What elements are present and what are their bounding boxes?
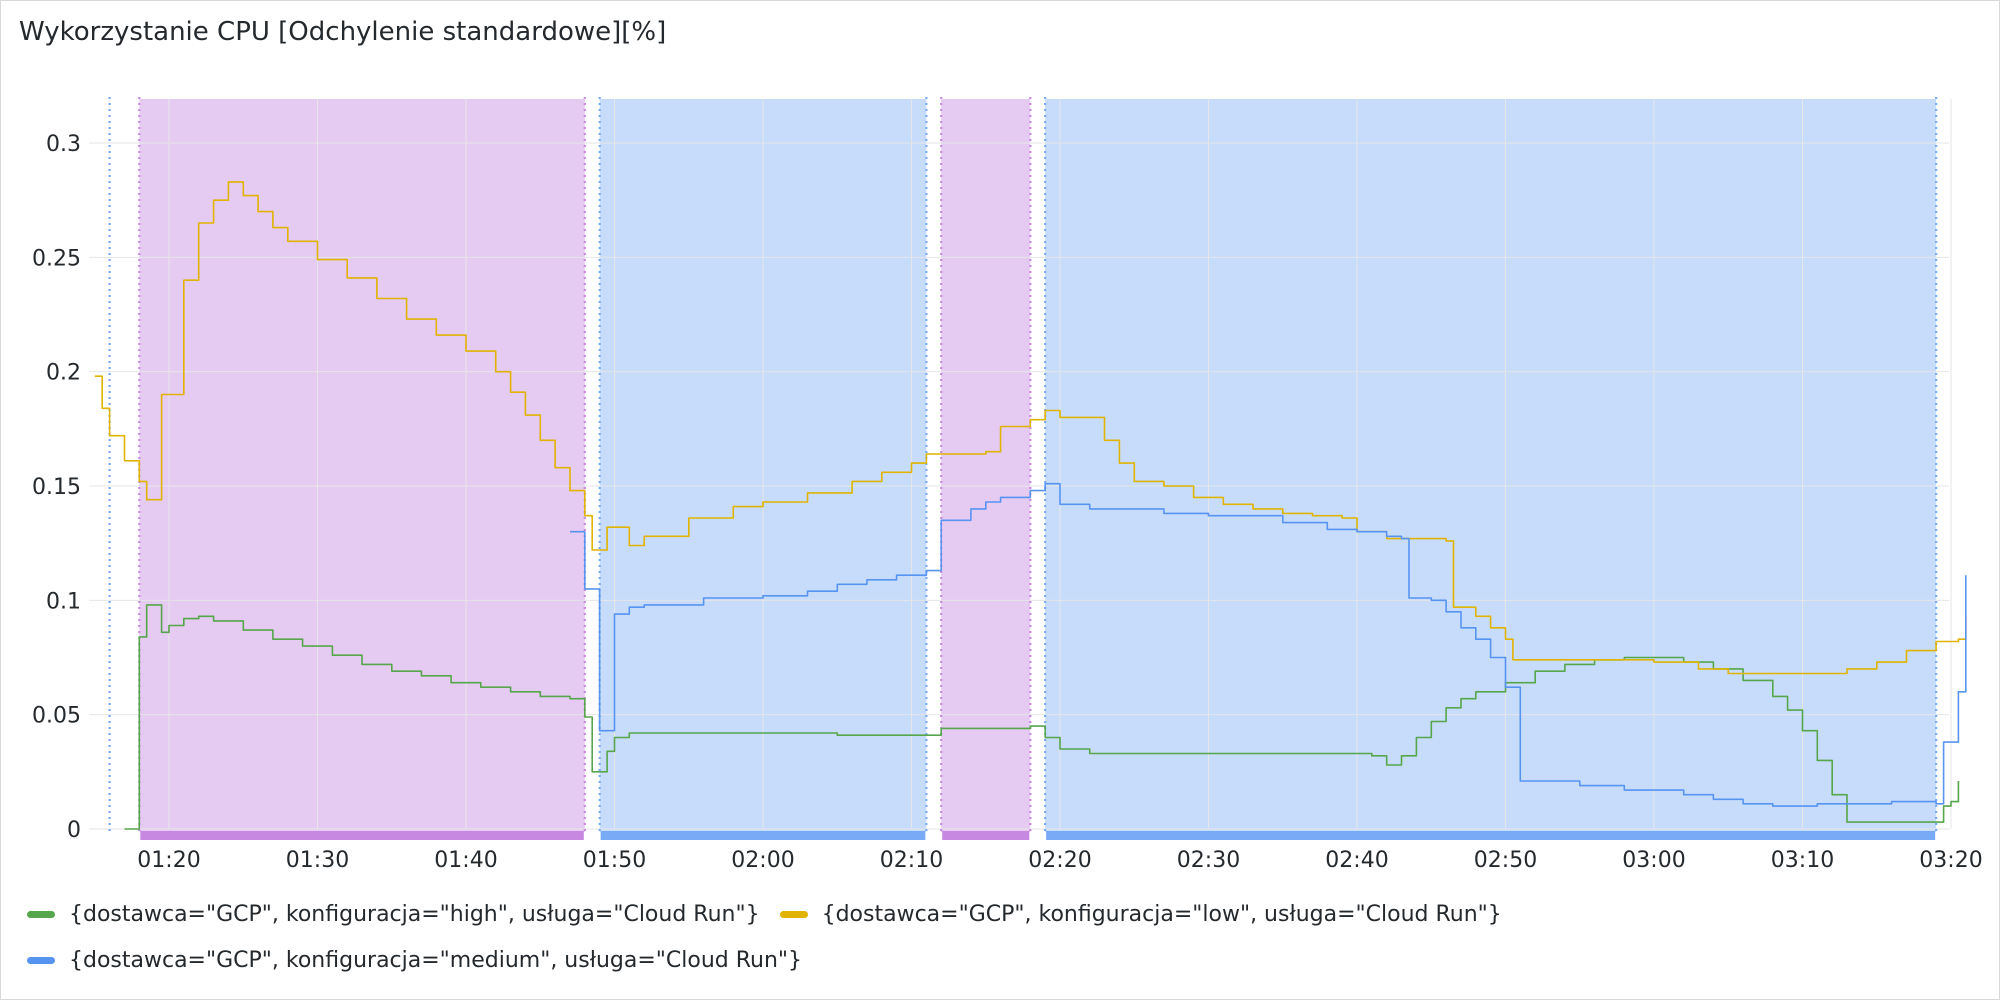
legend-item-high[interactable]: {dostawca="GCP", konfiguracja="high", us…: [27, 902, 760, 927]
time-series-chart[interactable]: 00.050.10.150.20.250.3 01:20 01:30 01:40 01…: [1, 1, 2000, 881]
x-tick-label: 03:20: [1919, 848, 1982, 873]
y-tick-label: 0.2: [46, 361, 81, 386]
legend-label-medium: {dostawca="GCP", konfiguracja="medium", …: [69, 947, 803, 973]
y-tick-label: 0: [67, 818, 81, 843]
x-tick-label: 02:50: [1474, 848, 1537, 873]
legend-label-low: {dostawca="GCP", konfiguracja="low", usł…: [821, 901, 1502, 927]
legend-item-low[interactable]: {dostawca="GCP", konfiguracja="low", usł…: [779, 901, 1502, 927]
y-axis: 0 0.05 0.1 0.15 0.2 0.25 0.3: [32, 132, 81, 843]
x-tick-label: 01:30: [286, 848, 349, 873]
x-tick-label: 02:40: [1325, 848, 1388, 873]
legend-swatch-low: [779, 910, 808, 918]
annotation-region-bar-purple[interactable]: [942, 831, 1030, 840]
y-tick-label: 0.15: [32, 475, 81, 500]
legend: {dostawca="GCP", konfiguracja="high", us…: [27, 891, 1987, 983]
annotation-region-purple: [941, 99, 1031, 832]
legend-swatch-high: [27, 910, 55, 918]
x-tick-label: 03:00: [1622, 848, 1685, 873]
annotation-region-bar-blue[interactable]: [1046, 831, 1936, 840]
x-tick-label: 02:30: [1177, 848, 1240, 873]
x-tick-label: 01:50: [583, 848, 646, 873]
x-tick-label: 02:10: [880, 848, 943, 873]
annotation-region-bar-purple[interactable]: [140, 831, 584, 840]
legend-row: {dostawca="GCP", konfiguracja="medium", …: [27, 937, 1987, 983]
annotation-regions: [139, 99, 1937, 840]
series-line-medium: [570, 482, 1967, 807]
y-tick-label: 0.25: [32, 246, 81, 271]
x-tick-label: 02:00: [731, 848, 794, 873]
x-axis: 01:20 01:30 01:40 01:50 02:00 02:10 02:20 02:30…: [137, 848, 1982, 873]
annotation-region-purple: [139, 99, 585, 832]
annotation-region-bar-blue[interactable]: [600, 831, 926, 840]
legend-item-medium[interactable]: {dostawca="GCP", konfiguracja="medium", …: [27, 948, 802, 973]
series-lines: [94, 181, 1967, 830]
y-tick-label: 0.1: [46, 589, 81, 614]
legend-row: {dostawca="GCP", konfiguracja="high", us…: [27, 891, 1987, 937]
y-tick-label: 0.05: [32, 704, 81, 729]
grid-lines: [89, 99, 1952, 830]
x-tick-label: 02:20: [1028, 848, 1091, 873]
series-line-high: [124, 604, 1960, 830]
x-tick-label: 01:40: [434, 848, 497, 873]
x-tick-label: 03:10: [1771, 848, 1834, 873]
y-tick-label: 0.3: [46, 132, 81, 157]
x-tick-label: 01:20: [137, 848, 200, 873]
panel-title: Wykorzystanie CPU [Odchylenie standardow…: [19, 17, 667, 47]
legend-swatch-medium: [27, 956, 55, 964]
legend-label-high: {dostawca="GCP", konfiguracja="high", us…: [69, 901, 760, 927]
series-line-low: [94, 181, 1967, 675]
